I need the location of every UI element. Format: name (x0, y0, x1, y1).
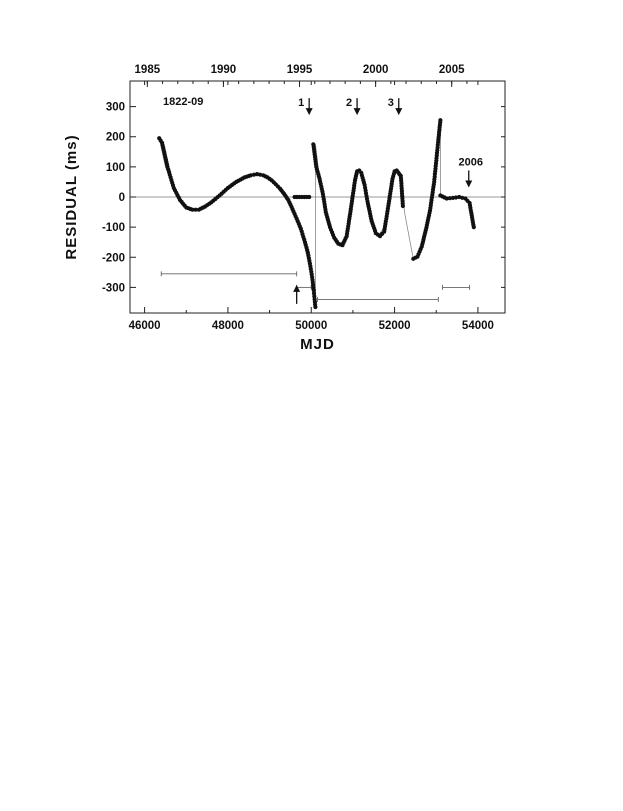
y-tick-label: 300 (106, 102, 125, 114)
glitch-arrow: 2006 (459, 156, 483, 188)
x-tick-label: 52000 (379, 320, 411, 332)
x-axis-title: MJD (300, 336, 335, 353)
y-tick-label: 100 (106, 162, 125, 174)
data-points (157, 118, 476, 310)
fit-line (158, 120, 475, 309)
glitch-arrow (293, 284, 301, 304)
data-point (307, 194, 312, 200)
top-axis-ticks: 1985 1990 1995 2000 2005 (135, 64, 468, 87)
data-point (248, 173, 253, 178)
y-tick-label: 0 (119, 192, 125, 204)
y-tick-label: -100 (102, 222, 125, 234)
glitch-label: 3 (388, 97, 394, 109)
data-point (313, 304, 318, 310)
data-point (447, 196, 452, 201)
data-point (444, 196, 449, 201)
glitch-markers: 1 2 3 2006 (293, 97, 483, 304)
data-point (438, 118, 443, 123)
data-point (471, 225, 476, 230)
source-label: 1822-09 (163, 96, 203, 108)
data-point (453, 195, 459, 200)
y-tick-label: -200 (102, 252, 125, 264)
glitch-arrow: 3 (388, 97, 403, 116)
x-tick-label: 50000 (295, 320, 327, 332)
y-tick-label: 200 (106, 132, 125, 144)
top-tick-label: 1990 (211, 64, 237, 76)
arrow-head (353, 108, 361, 116)
y-axis-title: RESIDUAL (ms) (63, 134, 80, 259)
x-tick-label: 48000 (212, 320, 244, 332)
y-axis-ticks: -300 -200 -100 0 100 200 300 (102, 102, 505, 294)
x-tick-label: 46000 (129, 320, 161, 332)
data-point (311, 288, 316, 293)
data-point (193, 207, 198, 212)
top-tick-label: 1985 (135, 64, 161, 76)
fit-intervals (160, 271, 471, 302)
data-point (190, 207, 195, 212)
y-tick-label: -300 (102, 282, 125, 294)
glitch-label: 2 (346, 97, 352, 109)
glitch-label: 1 (298, 97, 304, 109)
arrow-head (293, 284, 301, 292)
arrow-head (395, 108, 403, 116)
glitch-arrow: 2 (346, 97, 361, 116)
glitch-label: 2006 (459, 156, 483, 168)
arrow-head (465, 180, 473, 188)
top-tick-label: 1995 (287, 64, 313, 76)
x-tick-label: 54000 (462, 320, 494, 332)
top-tick-label: 2000 (363, 64, 389, 76)
x-axis-ticks: 46000 48000 50000 52000 54000 (129, 81, 494, 332)
arrow-head (305, 108, 313, 116)
glitch-arrow: 1 (298, 97, 313, 116)
data-point (450, 195, 455, 200)
top-tick-label: 2005 (439, 64, 465, 76)
data-point (400, 203, 405, 209)
